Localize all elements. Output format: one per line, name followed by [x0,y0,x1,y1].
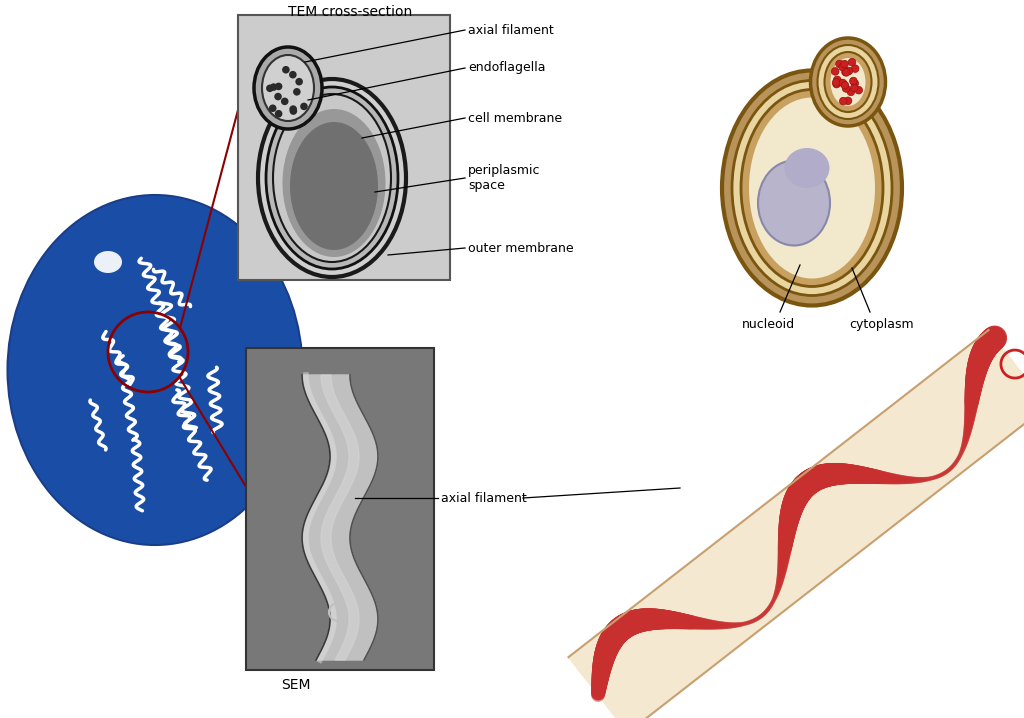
Ellipse shape [749,98,874,279]
Circle shape [839,63,847,71]
Text: endoflagella: endoflagella [468,62,546,75]
Ellipse shape [273,94,391,262]
Circle shape [290,107,297,115]
Circle shape [274,93,282,101]
Ellipse shape [830,58,865,106]
Circle shape [834,76,841,84]
Circle shape [840,98,847,105]
Circle shape [844,97,852,105]
Ellipse shape [741,90,883,286]
Ellipse shape [758,161,830,246]
Circle shape [845,67,853,75]
Ellipse shape [722,70,902,305]
Circle shape [843,68,850,76]
Circle shape [269,83,278,91]
Circle shape [831,67,839,75]
Circle shape [839,79,847,87]
Circle shape [847,88,855,95]
Ellipse shape [283,109,385,257]
Circle shape [850,78,857,85]
Circle shape [835,78,843,86]
Circle shape [300,103,308,110]
Ellipse shape [290,122,378,250]
Circle shape [281,98,289,105]
FancyBboxPatch shape [238,15,450,280]
Circle shape [841,60,848,68]
Text: periplasmic
space: periplasmic space [468,164,541,192]
Ellipse shape [824,52,871,112]
Circle shape [295,78,303,85]
Circle shape [293,88,301,95]
Circle shape [274,83,283,90]
Ellipse shape [817,45,879,119]
Text: cell membrane: cell membrane [468,111,562,124]
Circle shape [833,78,840,86]
Ellipse shape [94,251,122,273]
Circle shape [290,106,297,113]
Circle shape [848,58,856,66]
Text: cytoplasm: cytoplasm [850,318,914,331]
Text: axial filament: axial filament [441,492,526,505]
Ellipse shape [262,55,314,121]
Circle shape [843,85,850,93]
Circle shape [851,65,859,73]
Circle shape [833,80,841,88]
Text: TEM cross-section: TEM cross-section [288,5,412,19]
Ellipse shape [258,79,406,277]
Polygon shape [302,375,378,660]
Circle shape [855,86,862,94]
Ellipse shape [784,148,829,188]
Text: outer membrane: outer membrane [468,241,573,254]
Polygon shape [568,330,1024,718]
Ellipse shape [732,80,892,296]
Ellipse shape [7,195,302,545]
Polygon shape [321,375,359,660]
Ellipse shape [811,38,886,126]
Circle shape [841,81,849,89]
Text: SEM: SEM [282,678,310,692]
Ellipse shape [266,87,398,269]
FancyBboxPatch shape [246,348,434,670]
Text: axial filament: axial filament [468,24,554,37]
Circle shape [274,110,283,118]
Circle shape [269,104,276,112]
Text: nucleoid: nucleoid [741,318,795,331]
Circle shape [266,85,273,92]
Circle shape [289,71,297,78]
Circle shape [851,80,858,87]
Circle shape [836,60,844,67]
Circle shape [851,84,858,91]
Circle shape [282,66,290,73]
Circle shape [842,68,849,76]
Ellipse shape [254,47,322,129]
